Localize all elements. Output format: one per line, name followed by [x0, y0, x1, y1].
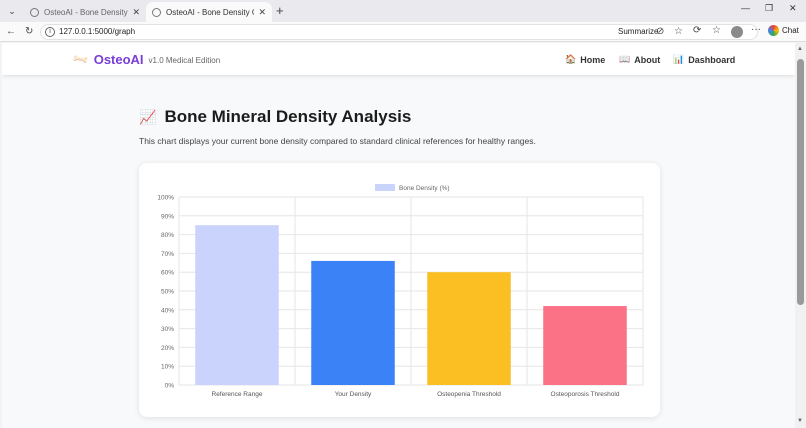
tab-graph[interactable]: OsteoAI - Bone Density Graph ✕: [146, 2, 272, 22]
nav-home[interactable]: 🏠 Home: [565, 54, 605, 65]
nav-about-label: About: [634, 54, 661, 65]
chat-button[interactable]: Chat: [768, 25, 799, 36]
version-label: v1.0 Medical Edition: [148, 56, 221, 65]
summarize-button[interactable]: Summarize: [618, 27, 659, 36]
tab-analysis[interactable]: OsteoAI - Bone Density Analysis ✕: [24, 2, 146, 22]
x-tick-label: Reference Range: [212, 391, 263, 398]
info-icon[interactable]: i: [45, 27, 55, 37]
tab-strip: ⌄ OsteoAI - Bone Density Analysis ✕ Oste…: [0, 0, 806, 22]
brand-name[interactable]: OsteoAI: [93, 52, 144, 67]
y-tick-label: 30%: [161, 326, 174, 333]
bar-chart-icon: 📊: [673, 54, 685, 64]
nav-dashboard[interactable]: 📊 Dashboard: [673, 54, 735, 65]
chat-label: Chat: [782, 26, 799, 35]
globe-icon: [152, 7, 161, 17]
legend-label: Bone Density (%): [399, 185, 450, 192]
scrollbar[interactable]: ▲ ▼: [795, 43, 806, 428]
page-subtitle: This chart displays your current bone de…: [139, 136, 536, 146]
back-button[interactable]: ←: [6, 26, 16, 37]
house-icon: 🏠: [565, 54, 577, 64]
more-icon[interactable]: ···: [751, 24, 761, 35]
tab-search-button[interactable]: ⌄: [8, 6, 16, 16]
tab-label: OsteoAI - Bone Density Graph: [166, 7, 254, 17]
x-tick-label: Your Density: [335, 391, 372, 398]
chart-legend: Bone Density (%): [375, 184, 450, 192]
chart-card: 0% 10% 20% 30% 40% 50% 60% 70% 80% 90% 100% Refere…: [139, 163, 660, 417]
chart-increasing-icon: 📈: [139, 108, 157, 125]
minimize-icon[interactable]: —: [741, 3, 750, 13]
y-tick-label: 90%: [161, 213, 174, 220]
legend-swatch: [375, 184, 395, 191]
x-tick-label: Osteoporosis Threshold: [551, 391, 620, 398]
scroll-up-icon[interactable]: ▲: [797, 46, 803, 52]
page-title-text: Bone Mineral Density Analysis: [164, 107, 412, 126]
bar-osteopenia-threshold: [427, 272, 511, 385]
y-tick-label: 80%: [161, 232, 174, 239]
x-tick-label: Osteopenia Threshold: [437, 391, 501, 398]
y-tick-label: 20%: [161, 345, 174, 352]
avatar[interactable]: [731, 26, 743, 38]
brand[interactable]: 🦴 OsteoAI v1.0 Medical Edition: [72, 51, 221, 69]
window-close-icon[interactable]: ✕: [789, 3, 797, 13]
bar-reference-range: [195, 225, 279, 385]
url-bar[interactable]: i 127.0.0.1:5000/graph Summarize ⊘ ☆: [40, 24, 758, 40]
page-content: 🦴 OsteoAI v1.0 Medical Edition 🏠 Home 📖 …: [2, 43, 795, 428]
y-tick-label: 40%: [161, 307, 174, 314]
chart-bars: [195, 225, 627, 385]
globe-icon: [30, 7, 39, 17]
nav-home-label: Home: [580, 54, 606, 65]
scroll-down-icon[interactable]: ▼: [797, 418, 803, 424]
bone-icon: 🦴: [72, 51, 91, 69]
page-title: 📈 Bone Mineral Density Analysis: [139, 107, 411, 127]
bar-your-density: [311, 260, 395, 385]
extensions-icon[interactable]: ⟳: [693, 25, 702, 36]
nav-about[interactable]: 📖 About: [619, 54, 660, 65]
nav-dashboard-label: Dashboard: [688, 54, 736, 65]
star-icon[interactable]: ☆: [674, 26, 683, 37]
y-axis-ticks: 0% 10% 20% 30% 40% 50% 60% 70% 80% 90% 100%: [157, 195, 174, 390]
bar-osteoporosis-threshold: [543, 306, 627, 385]
new-tab-button[interactable]: +: [276, 3, 284, 18]
y-tick-label: 100%: [157, 195, 174, 202]
y-tick-label: 50%: [161, 289, 174, 296]
close-icon[interactable]: ✕: [258, 6, 266, 17]
close-icon[interactable]: ✕: [132, 6, 140, 17]
y-tick-label: 0%: [165, 383, 175, 390]
x-axis-labels: Reference Range Your Density Osteopenia Th…: [212, 391, 620, 398]
y-tick-label: 60%: [161, 270, 174, 277]
tab-label: OsteoAI - Bone Density Analysis: [44, 7, 128, 17]
site-navbar: 🦴 OsteoAI v1.0 Medical Edition 🏠 Home 📖 …: [2, 43, 795, 75]
summarize-icon[interactable]: ⊘: [656, 26, 665, 37]
restore-icon[interactable]: ❐: [765, 3, 774, 13]
bone-density-chart: 0% 10% 20% 30% 40% 50% 60% 70% 80% 90% 100% Refere…: [157, 184, 644, 398]
book-icon: 📖: [619, 54, 631, 64]
favorites-icon[interactable]: ☆: [712, 25, 721, 36]
copilot-icon: [768, 25, 779, 36]
y-tick-label: 10%: [161, 364, 174, 371]
reload-button[interactable]: ↻: [25, 26, 34, 37]
scrollbar-thumb[interactable]: [797, 59, 804, 305]
url-text[interactable]: 127.0.0.1:5000/graph: [59, 27, 136, 36]
address-bar: ← ↻ i 127.0.0.1:5000/graph Summarize ⊘ ☆: [0, 22, 806, 42]
y-tick-label: 70%: [161, 251, 174, 258]
